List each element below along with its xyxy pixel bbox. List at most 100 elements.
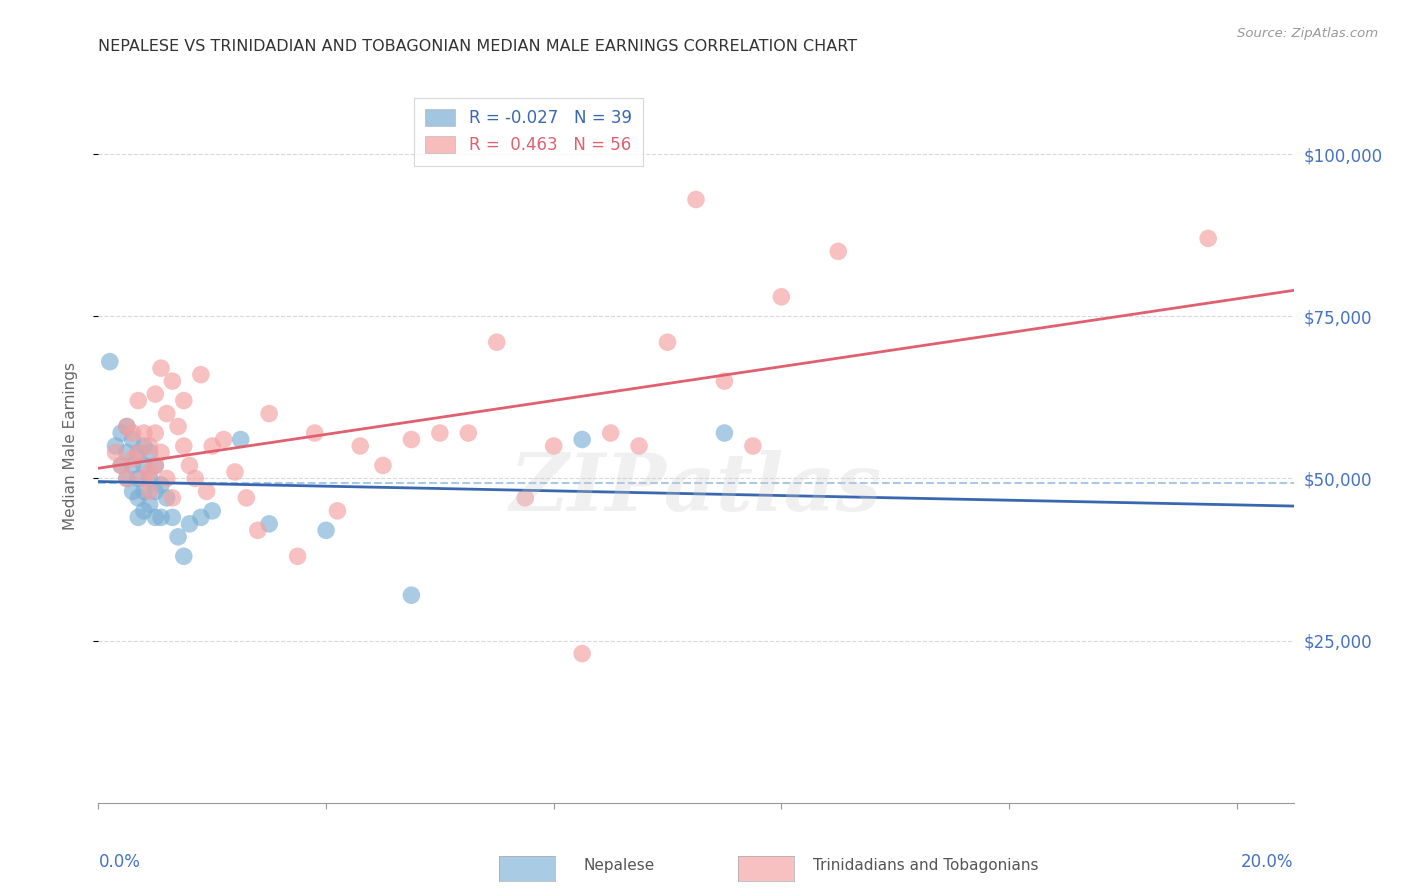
Y-axis label: Median Male Earnings: Median Male Earnings	[63, 362, 77, 530]
Point	[257, 516, 280, 531]
Point	[127, 491, 149, 505]
Point	[150, 361, 173, 376]
Point	[127, 510, 149, 524]
Point	[121, 433, 143, 447]
Text: ZIPatlas: ZIPatlas	[510, 450, 882, 527]
Point	[827, 244, 849, 259]
Point	[138, 471, 160, 485]
Point	[150, 510, 173, 524]
Point	[162, 374, 184, 388]
Point	[173, 439, 195, 453]
Point	[167, 530, 190, 544]
Point	[132, 439, 155, 453]
Point	[156, 407, 179, 421]
Point	[162, 510, 184, 524]
Point	[201, 504, 224, 518]
Point	[132, 458, 155, 473]
Point	[127, 471, 149, 485]
Point	[257, 407, 280, 421]
Point	[371, 458, 394, 473]
Point	[457, 425, 479, 440]
Point	[150, 445, 173, 459]
Point	[657, 335, 679, 350]
Point	[138, 484, 160, 499]
Text: NEPALESE VS TRINIDADIAN AND TOBAGONIAN MEDIAN MALE EARNINGS CORRELATION CHART: NEPALESE VS TRINIDADIAN AND TOBAGONIAN M…	[98, 38, 858, 54]
Point	[156, 471, 179, 485]
Point	[138, 445, 160, 459]
Point	[110, 458, 132, 473]
Text: Trinidadians and Tobagonians: Trinidadians and Tobagonians	[813, 858, 1038, 872]
Point	[173, 549, 195, 564]
Text: 20.0%: 20.0%	[1241, 853, 1294, 871]
Point	[143, 387, 166, 401]
Point	[349, 439, 371, 453]
Point	[571, 433, 593, 447]
Point	[599, 425, 621, 440]
Point	[212, 433, 235, 447]
Point	[115, 419, 138, 434]
Point	[127, 393, 149, 408]
Point	[138, 465, 160, 479]
Point	[110, 425, 132, 440]
Point	[713, 425, 735, 440]
Point	[104, 439, 127, 453]
Point	[115, 445, 138, 459]
Point	[713, 374, 735, 388]
Point	[770, 290, 793, 304]
Point	[132, 471, 155, 485]
Point	[173, 393, 195, 408]
Point	[121, 425, 143, 440]
Point	[167, 419, 190, 434]
Point	[190, 510, 212, 524]
Point	[224, 465, 246, 479]
Text: 0.0%: 0.0%	[98, 853, 141, 871]
Point	[115, 419, 138, 434]
Point	[685, 193, 707, 207]
Point	[143, 425, 166, 440]
Point	[143, 458, 166, 473]
Point	[195, 484, 218, 499]
Point	[179, 516, 201, 531]
Point	[121, 452, 143, 467]
Point	[132, 504, 155, 518]
Point	[543, 439, 565, 453]
Point	[246, 524, 269, 538]
Point	[127, 445, 149, 459]
Point	[110, 458, 132, 473]
Point	[98, 354, 121, 368]
Point	[304, 425, 326, 440]
Point	[201, 439, 224, 453]
Point	[229, 433, 252, 447]
Point	[115, 471, 138, 485]
Point	[121, 458, 143, 473]
Point	[115, 471, 138, 485]
Point	[515, 491, 537, 505]
Point	[127, 445, 149, 459]
Point	[121, 484, 143, 499]
Point	[132, 425, 155, 440]
Point	[315, 524, 337, 538]
Point	[628, 439, 651, 453]
Point	[104, 445, 127, 459]
Point	[132, 484, 155, 499]
Point	[138, 497, 160, 511]
Point	[485, 335, 508, 350]
Legend: R = -0.027   N = 39, R =  0.463   N = 56: R = -0.027 N = 39, R = 0.463 N = 56	[413, 97, 644, 166]
Point	[184, 471, 207, 485]
Point	[156, 491, 179, 505]
Point	[429, 425, 451, 440]
Point	[741, 439, 763, 453]
Point	[138, 439, 160, 453]
Point	[571, 647, 593, 661]
Point	[150, 478, 173, 492]
Point	[401, 588, 423, 602]
Point	[143, 458, 166, 473]
Text: Source: ZipAtlas.com: Source: ZipAtlas.com	[1237, 27, 1378, 40]
Point	[162, 491, 184, 505]
Point	[143, 510, 166, 524]
Point	[326, 504, 349, 518]
Text: Nepalese: Nepalese	[583, 858, 655, 872]
Point	[287, 549, 309, 564]
Point	[190, 368, 212, 382]
Point	[179, 458, 201, 473]
